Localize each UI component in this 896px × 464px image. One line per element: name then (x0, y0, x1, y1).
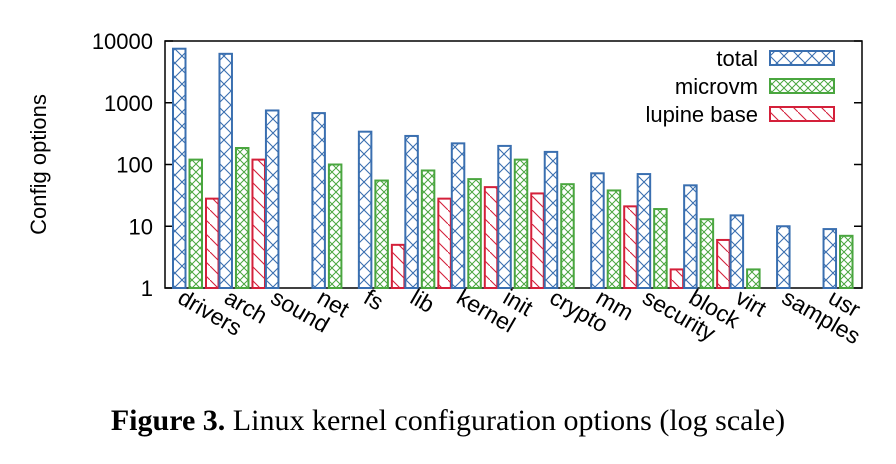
bar-microvm-crypto (560, 183, 575, 289)
caption-label: Figure 3. (110, 404, 226, 437)
bar-lupine-base-init (530, 192, 545, 290)
bar-microvm-security (653, 208, 668, 290)
y-tick-label: 100 (116, 153, 153, 178)
legend-label: microvm (675, 74, 758, 99)
bar-total-usr (822, 228, 838, 290)
bar-lupine-base-kernel (483, 186, 499, 289)
bar-total-drivers (172, 47, 187, 289)
bar-microvm-virt (746, 268, 761, 290)
y-tick-label: 1 (141, 276, 153, 301)
bar-total-sound (264, 109, 280, 289)
legend-swatch-total (769, 50, 835, 66)
bar-microvm-fs (374, 179, 389, 290)
bar-total-crypto (543, 150, 559, 289)
y-tick-label: 10 (129, 214, 153, 239)
bar-lupine-base-security (669, 268, 685, 290)
caption-text: Linux kernel configuration options (log … (225, 404, 786, 437)
legend-label: lupine base (645, 102, 758, 127)
y-axis-label: Config options (26, 94, 51, 235)
bar-total-net (311, 112, 326, 289)
bar-lupine-base-fs (390, 243, 406, 290)
bar-lupine-base-lib (437, 197, 452, 289)
bar-total-mm (590, 172, 605, 290)
legend-swatch-lupine-base (769, 106, 835, 122)
bar-total-init (497, 144, 512, 289)
bar-microvm-init (513, 158, 529, 289)
bar-lupine-base-block (716, 238, 731, 289)
bar-total-fs (357, 130, 373, 289)
bar-total-block (683, 184, 698, 289)
bar-total-security (636, 173, 652, 290)
y-tick-label: 10000 (92, 29, 153, 54)
legend-swatch-microvm (769, 78, 835, 94)
bar-total-arch (218, 52, 233, 290)
bar-microvm-mm (606, 189, 622, 289)
bar-microvm-lib (420, 169, 436, 289)
y-tick-label: 1000 (104, 91, 153, 116)
bar-lupine-base-mm (623, 205, 638, 289)
bar-microvm-net (327, 163, 343, 289)
bar-lupine-base-arch (251, 158, 266, 289)
bar-total-samples (776, 225, 791, 289)
bar-microvm-usr (839, 234, 854, 290)
bar-lupine-base-drivers (205, 197, 220, 289)
legend-label: total (716, 46, 758, 71)
figure-caption: Figure 3. Linux kernel configuration opt… (0, 404, 896, 438)
bar-total-lib (404, 134, 419, 289)
bar-microvm-block (699, 218, 715, 290)
bar-total-virt (729, 214, 745, 289)
bar-microvm-kernel (467, 178, 482, 289)
bar-total-kernel (450, 142, 466, 289)
bar-microvm-drivers (188, 158, 203, 289)
bar-microvm-arch (234, 147, 250, 289)
